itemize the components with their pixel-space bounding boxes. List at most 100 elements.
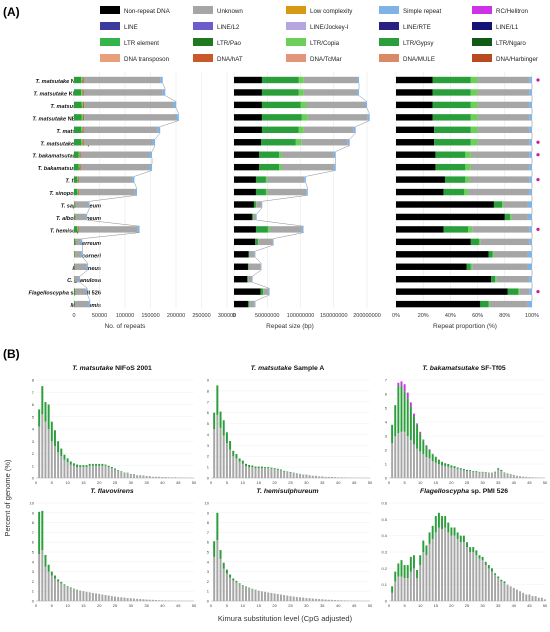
bar-segment (255, 301, 256, 307)
kimura-bar-segment (410, 557, 412, 572)
y-tick-label: 10 (30, 501, 35, 506)
kimura-bar-segment (315, 599, 317, 601)
y-tick-label: 5 (32, 414, 35, 419)
species-label: Flagelloscypha sp. PMI 526 (29, 291, 101, 297)
kimura-bar-segment (161, 600, 163, 601)
bar-segment (75, 264, 86, 270)
kimura-bar-segment (111, 468, 113, 478)
bar-segment (83, 89, 84, 95)
kimura-bar-segment (315, 476, 317, 478)
bar-segment (264, 288, 269, 294)
kimura-bar-segment (472, 552, 474, 601)
kimura-bar-segment (223, 436, 225, 478)
kimura-bar-segment (149, 600, 151, 601)
bar-segment (471, 164, 529, 170)
kimura-bar-segment (63, 584, 65, 585)
tick-label: 20% (418, 313, 429, 319)
kimura-bar-segment (472, 471, 474, 472)
bar-segment (357, 77, 359, 83)
kimura-bar-segment (302, 475, 304, 478)
species-label-italic: C. granulosa (67, 278, 101, 284)
connector-line (356, 121, 370, 127)
x-tick-label: 45 (352, 480, 357, 485)
kimura-bar-segment (475, 550, 477, 555)
y-tick-label: 4 (32, 559, 35, 564)
kimura-bar-segment (293, 597, 295, 601)
kimura-bar-segment (235, 454, 237, 458)
bar-segment (490, 301, 528, 307)
kimura-bar-segment (482, 472, 484, 473)
y-tick-label: 0.1 (381, 582, 387, 587)
bar-segment (255, 251, 256, 257)
kimura-bar-segment (152, 477, 154, 478)
kimura-bar-segment (79, 465, 81, 467)
kimura-bar-segment (444, 466, 446, 478)
kimura-bar-segment (277, 470, 279, 478)
kimura-bar-segment (57, 579, 59, 581)
kimura-bar-segment (124, 473, 126, 478)
bar-segment (282, 152, 334, 158)
kimura-bar-segment (258, 467, 260, 469)
bar-segment (396, 176, 445, 182)
kimura-bar-segment (82, 467, 84, 478)
kimura-bar-segment (454, 528, 456, 536)
kimura-bar-segment (229, 450, 231, 478)
x-tick-label: 15 (434, 480, 439, 485)
bar-segment (83, 77, 84, 83)
x-tick-label: 40 (336, 480, 341, 485)
bar-segment (234, 201, 254, 207)
kimura-bar-segment (435, 532, 437, 601)
kimura-bar-segment (111, 596, 113, 601)
legend-label: LTR/Ngaro (496, 40, 526, 47)
kimura-bar-segment (63, 460, 65, 478)
tick-label: 60% (472, 313, 483, 319)
kimura-bar-segment (70, 461, 72, 464)
bar-segment (234, 139, 261, 145)
kimura-bar-segment (264, 467, 266, 468)
bar-segment (79, 226, 138, 232)
kimura-bar-segment (391, 425, 393, 443)
bar-segment (262, 127, 299, 133)
kimura-bar-segment (73, 463, 75, 465)
kimura-bar-segment (155, 477, 157, 478)
kimura-bar-segment (544, 599, 546, 601)
bar-segment (261, 139, 296, 145)
bar-segment (433, 89, 471, 95)
x-tick-label: 30 (480, 603, 485, 608)
kimura-bar-segment (114, 468, 116, 469)
bar-segment (76, 288, 86, 294)
bar-segment (253, 214, 256, 220)
bar-segment (249, 251, 250, 257)
connector-line (134, 183, 137, 189)
kimura-bar-segment (463, 542, 465, 601)
bar-segment (234, 114, 262, 120)
kimura-bar-segment (410, 407, 412, 441)
tick-label: 200000000 (353, 313, 381, 319)
kimura-bar-segment (513, 588, 515, 601)
kimura-bar-segment (158, 477, 160, 478)
kimura-bar-segment (60, 583, 62, 601)
kimura-bar-segment (425, 457, 427, 478)
kimura-bar-segment (391, 586, 393, 593)
kimura-bar-segment (139, 476, 141, 478)
kimura-bar-segment (70, 587, 72, 588)
kimura-bar-segment (435, 516, 437, 532)
y-tick-label: 6 (207, 410, 210, 415)
bar-segment (88, 301, 90, 307)
tick-label: 250000 (192, 313, 210, 319)
bar-segment (299, 77, 304, 83)
kimura-bar-segment (503, 473, 505, 474)
connector-line (134, 170, 152, 176)
kimura-bar-segment (117, 470, 119, 471)
bar-segment (81, 251, 83, 257)
bar-segment (468, 226, 472, 232)
kimura-bar-segment (416, 423, 418, 424)
x-tick-label: 0 (35, 603, 38, 608)
y-tick-label: 4 (385, 420, 388, 425)
bar-segment (396, 102, 433, 108)
bar-segment (234, 127, 262, 133)
kimura-bar-segment (51, 422, 53, 442)
kimura-bar-segment (242, 585, 244, 586)
